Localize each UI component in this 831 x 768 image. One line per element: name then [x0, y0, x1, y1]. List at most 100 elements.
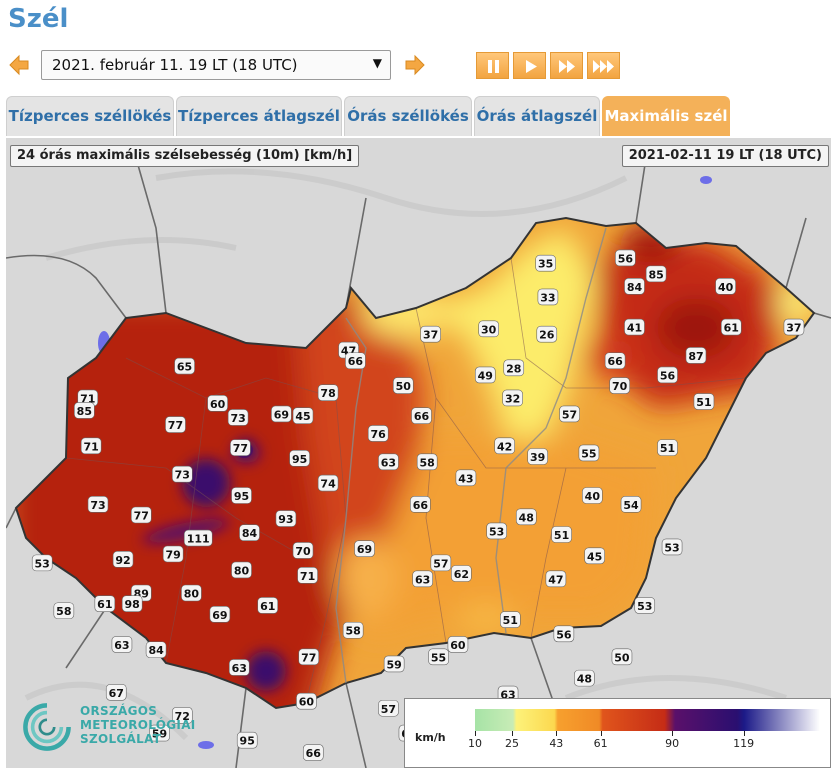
station-value: 55 — [431, 651, 446, 664]
station-label: 60 — [296, 692, 317, 710]
station-label: 35 — [535, 254, 556, 272]
tab-tizperces-szellokes[interactable]: Tízperces széllökés — [6, 96, 174, 136]
station-value: 93 — [278, 513, 293, 526]
station-value: 50 — [614, 651, 630, 664]
station-value: 41 — [627, 322, 642, 335]
legend-tick-label: 90 — [665, 737, 680, 750]
legend-unit: km/h — [415, 731, 446, 744]
station-value: 79 — [166, 549, 181, 562]
station-value: 54 — [623, 499, 639, 512]
tab-maximalis-szel[interactable]: Maximális szél — [602, 96, 730, 136]
station-value: 95 — [240, 735, 255, 748]
legend-tick-mark — [556, 731, 558, 736]
station-value: 95 — [292, 453, 307, 466]
station-label: 85 — [645, 265, 667, 283]
station-label: 69 — [354, 540, 375, 557]
station-label: 79 — [162, 545, 184, 563]
tab-oras-szellokes[interactable]: Órás széllökés — [344, 96, 472, 136]
station-value: 65 — [177, 361, 192, 374]
station-label: 84 — [145, 641, 167, 659]
station-value: 51 — [503, 614, 518, 627]
station-label: 40 — [715, 277, 736, 295]
station-label: 63 — [111, 636, 133, 653]
station-label: 87 — [685, 347, 707, 364]
map-timestamp: 2021-02-11 19 LT (18 UTC) — [621, 145, 829, 167]
station-label: 72 — [171, 707, 193, 724]
skip-forward-button[interactable] — [587, 52, 620, 79]
station-label: 42 — [494, 437, 515, 455]
station-value: 77 — [168, 419, 183, 432]
station-value: 48 — [577, 673, 592, 686]
logo-line-1: ORSZÁGOS — [80, 704, 158, 718]
pause-button[interactable] — [476, 52, 509, 79]
station-value: 58 — [56, 605, 71, 618]
station-label: 50 — [392, 377, 414, 394]
logo-line-3: SZOLGÁLAT — [80, 732, 162, 746]
station-value: 37 — [786, 322, 801, 335]
tab-label: Tízperces széllökés — [8, 107, 172, 125]
station-label: 53 — [634, 597, 656, 614]
station-value: 62 — [454, 568, 469, 581]
station-label: 33 — [537, 288, 559, 306]
station-value: 32 — [505, 392, 520, 405]
prev-time-button[interactable] — [8, 54, 30, 76]
station-label: 73 — [87, 496, 109, 513]
fast-forward-button[interactable] — [550, 52, 583, 79]
station-value: 55 — [581, 447, 596, 460]
station-label: 58 — [416, 453, 438, 471]
station-label: 57 — [378, 699, 399, 717]
station-value: 48 — [519, 511, 534, 524]
station-label: 56 — [553, 625, 575, 643]
station-label: 66 — [302, 744, 324, 761]
next-time-button[interactable] — [404, 54, 426, 76]
station-label: 84 — [239, 524, 260, 542]
tab-oras-atlagszel[interactable]: Órás átlagszél — [474, 96, 600, 136]
chevron-down-icon: ▼ — [372, 56, 382, 70]
station-label: 57 — [559, 405, 580, 423]
station-value: 43 — [458, 472, 473, 485]
station-value: 50 — [396, 380, 412, 393]
station-value: 63 — [415, 573, 430, 586]
station-value: 76 — [371, 428, 387, 441]
station-label: 62 — [451, 565, 472, 582]
station-value: 40 — [718, 281, 734, 294]
station-value: 77 — [233, 442, 248, 455]
legend-tick-label: 61 — [593, 737, 608, 750]
tab-tizperces-atlagszel[interactable]: Tízperces átlagszél — [176, 96, 342, 136]
station-label: 40 — [582, 487, 603, 504]
station-value: 66 — [306, 747, 322, 760]
station-label: 58 — [53, 602, 75, 620]
station-label: 69 — [271, 405, 292, 423]
station-label: 61 — [257, 597, 279, 614]
station-label: 63 — [228, 659, 250, 676]
station-label: 55 — [578, 444, 600, 462]
station-value: 70 — [612, 380, 628, 393]
station-value: 77 — [134, 509, 149, 522]
station-value: 37 — [423, 329, 438, 342]
station-label: 56 — [657, 366, 678, 384]
play-button[interactable] — [513, 52, 546, 79]
station-label: 57 — [430, 554, 452, 572]
date-select[interactable]: 2021. február 11. 19 LT (18 UTC) ▼ — [41, 50, 391, 80]
station-value: 84 — [148, 644, 164, 657]
station-value: 56 — [660, 369, 676, 382]
station-label: 95 — [231, 487, 252, 504]
station-value: 84 — [627, 281, 643, 294]
station-value: 59 — [152, 728, 167, 741]
station-value: 28 — [506, 362, 521, 375]
legend-color-bar — [475, 709, 820, 731]
station-value: 60 — [450, 639, 466, 652]
station-value: 61 — [724, 322, 739, 335]
station-label: 65 — [174, 357, 195, 375]
station-label: 74 — [317, 474, 339, 492]
station-value: 69 — [274, 408, 289, 421]
station-value: 80 — [234, 564, 250, 577]
station-label: 59 — [149, 724, 170, 742]
tab-label: Tízperces átlagszél — [178, 107, 340, 125]
station-label: 77 — [130, 506, 152, 524]
station-value: 78 — [320, 387, 335, 400]
legend-tick-mark — [743, 731, 745, 736]
station-value: 35 — [538, 258, 553, 271]
station-label: 63 — [412, 570, 433, 588]
map-title: 24 órás maximális szélsebesség (10m) [km… — [10, 145, 360, 167]
